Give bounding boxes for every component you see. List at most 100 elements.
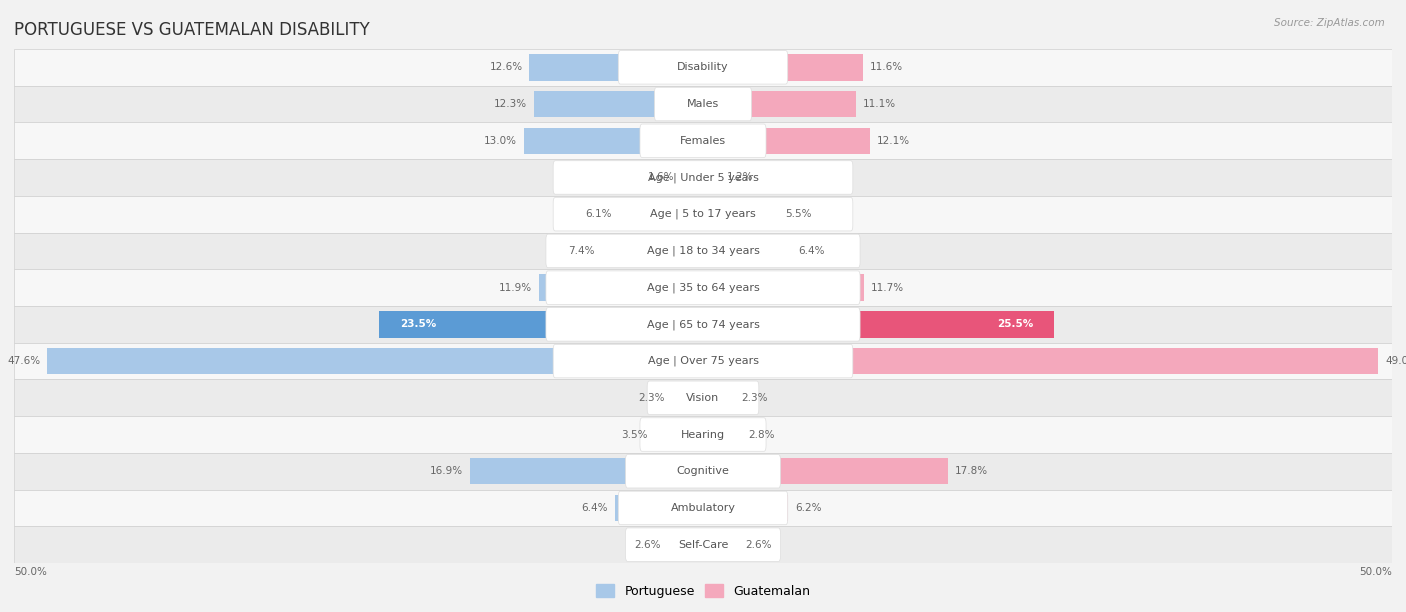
Text: 6.1%: 6.1% (585, 209, 612, 219)
Text: Ambulatory: Ambulatory (671, 503, 735, 513)
Text: 6.4%: 6.4% (582, 503, 607, 513)
Bar (614, 494, 703, 521)
Text: 7.4%: 7.4% (568, 246, 595, 256)
Bar (470, 458, 703, 485)
Text: 2.3%: 2.3% (638, 393, 665, 403)
Text: 13.0%: 13.0% (484, 136, 517, 146)
FancyBboxPatch shape (626, 455, 780, 488)
FancyBboxPatch shape (654, 88, 752, 121)
Bar (703, 311, 1054, 338)
Bar (14, 379, 1392, 416)
Text: 25.5%: 25.5% (997, 319, 1033, 329)
Text: Age | 5 to 17 years: Age | 5 to 17 years (650, 209, 756, 220)
Text: 50.0%: 50.0% (14, 567, 46, 578)
FancyBboxPatch shape (553, 198, 853, 231)
Text: 5.5%: 5.5% (786, 209, 813, 219)
Text: 6.2%: 6.2% (796, 503, 823, 513)
Text: Age | 18 to 34 years: Age | 18 to 34 years (647, 245, 759, 256)
FancyBboxPatch shape (553, 161, 853, 194)
Text: Age | 65 to 74 years: Age | 65 to 74 years (647, 319, 759, 330)
FancyBboxPatch shape (553, 345, 853, 378)
Text: Females: Females (681, 136, 725, 146)
FancyBboxPatch shape (640, 418, 766, 451)
FancyBboxPatch shape (626, 528, 780, 561)
Bar (703, 384, 735, 411)
FancyBboxPatch shape (546, 271, 860, 304)
Text: 11.1%: 11.1% (863, 99, 896, 109)
FancyBboxPatch shape (640, 124, 766, 157)
FancyBboxPatch shape (546, 234, 860, 267)
Text: Vision: Vision (686, 393, 720, 403)
Text: 23.5%: 23.5% (399, 319, 436, 329)
Text: Hearing: Hearing (681, 430, 725, 439)
Text: 2.8%: 2.8% (748, 430, 775, 439)
Bar (538, 274, 703, 301)
Bar (619, 201, 703, 228)
Text: 12.3%: 12.3% (494, 99, 527, 109)
Bar (668, 531, 703, 558)
Bar (48, 348, 703, 375)
Bar (655, 421, 703, 448)
Text: 49.0%: 49.0% (1385, 356, 1406, 366)
Text: 11.9%: 11.9% (499, 283, 531, 293)
Bar (703, 531, 738, 558)
Text: 47.6%: 47.6% (7, 356, 41, 366)
Text: 2.3%: 2.3% (741, 393, 768, 403)
Text: 17.8%: 17.8% (955, 466, 988, 476)
FancyBboxPatch shape (546, 308, 860, 341)
Text: Self-Care: Self-Care (678, 540, 728, 550)
Text: 11.7%: 11.7% (872, 283, 904, 293)
Text: 16.9%: 16.9% (430, 466, 463, 476)
Text: 11.6%: 11.6% (870, 62, 903, 72)
FancyBboxPatch shape (647, 381, 759, 414)
Bar (671, 384, 703, 411)
Text: PORTUGUESE VS GUATEMALAN DISABILITY: PORTUGUESE VS GUATEMALAN DISABILITY (14, 21, 370, 39)
Bar (533, 91, 703, 118)
Bar (14, 122, 1392, 159)
FancyBboxPatch shape (619, 491, 787, 524)
Text: Source: ZipAtlas.com: Source: ZipAtlas.com (1274, 18, 1385, 28)
Bar (14, 49, 1392, 86)
Text: Cognitive: Cognitive (676, 466, 730, 476)
Bar (703, 494, 789, 521)
FancyBboxPatch shape (619, 51, 787, 84)
Text: 2.6%: 2.6% (634, 540, 661, 550)
Text: 1.2%: 1.2% (727, 173, 754, 182)
Text: Disability: Disability (678, 62, 728, 72)
Text: 2.6%: 2.6% (745, 540, 772, 550)
Text: 50.0%: 50.0% (1360, 567, 1392, 578)
Bar (14, 306, 1392, 343)
Bar (14, 453, 1392, 490)
Text: 1.6%: 1.6% (648, 173, 673, 182)
Bar (524, 127, 703, 154)
Bar (703, 237, 792, 264)
Bar (703, 421, 741, 448)
Text: 3.5%: 3.5% (621, 430, 648, 439)
Bar (14, 233, 1392, 269)
Text: Age | Over 75 years: Age | Over 75 years (648, 356, 758, 367)
Bar (703, 164, 720, 191)
Text: 12.6%: 12.6% (489, 62, 523, 72)
Bar (14, 86, 1392, 122)
Text: 6.4%: 6.4% (799, 246, 824, 256)
Bar (681, 164, 703, 191)
Bar (703, 91, 856, 118)
Bar (600, 237, 703, 264)
Bar (703, 201, 779, 228)
Bar (14, 159, 1392, 196)
Text: Age | Under 5 years: Age | Under 5 years (648, 172, 758, 183)
Text: Males: Males (688, 99, 718, 109)
Bar (14, 490, 1392, 526)
Bar (380, 311, 703, 338)
Bar (703, 458, 948, 485)
Bar (703, 127, 870, 154)
Bar (14, 416, 1392, 453)
Bar (14, 269, 1392, 306)
Text: 12.1%: 12.1% (876, 136, 910, 146)
Bar (530, 54, 703, 81)
Bar (703, 348, 1378, 375)
Bar (703, 274, 865, 301)
Bar (14, 526, 1392, 563)
Bar (14, 196, 1392, 233)
Bar (703, 54, 863, 81)
